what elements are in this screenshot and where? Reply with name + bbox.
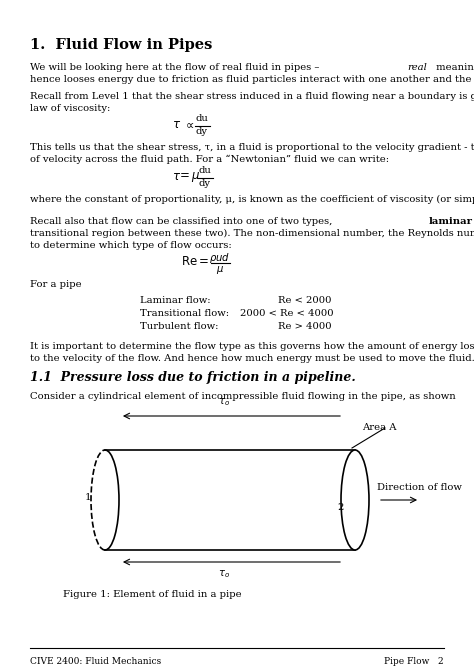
Text: $\tau$: $\tau$ <box>173 118 182 131</box>
Text: $\rho u d$: $\rho u d$ <box>210 251 230 265</box>
Text: Re < 2000: Re < 2000 <box>278 296 331 305</box>
Text: 1: 1 <box>85 492 91 502</box>
Text: We will be looking here at the flow of real fluid in pipes –: We will be looking here at the flow of r… <box>30 63 322 72</box>
Text: 1.1  Pressure loss due to friction in a pipeline.: 1.1 Pressure loss due to friction in a p… <box>30 371 356 384</box>
Text: to the velocity of the flow. And hence how much energy must be used to move the : to the velocity of the flow. And hence h… <box>30 354 474 363</box>
Text: $\mu$: $\mu$ <box>216 264 224 276</box>
Text: du: du <box>196 114 209 123</box>
Text: Laminar flow:: Laminar flow: <box>140 296 210 305</box>
Text: $\tau_o$: $\tau_o$ <box>218 396 230 408</box>
Text: law of viscosity:: law of viscosity: <box>30 104 110 113</box>
Text: dy: dy <box>199 179 211 188</box>
Text: It is important to determine the flow type as this governs how the amount of ene: It is important to determine the flow ty… <box>30 342 474 351</box>
Text: meaning a fluid that possesses viscosity: meaning a fluid that possesses viscosity <box>433 63 474 72</box>
Text: dy: dy <box>196 127 208 136</box>
Text: laminar: laminar <box>428 217 472 226</box>
Text: $\tau$: $\tau$ <box>173 170 182 183</box>
Text: of velocity across the fluid path. For a “Newtonian” fluid we can write:: of velocity across the fluid path. For a… <box>30 155 389 164</box>
Text: real: real <box>408 63 427 72</box>
Text: This tells us that the shear stress, τ, in a fluid is proportional to the veloci: This tells us that the shear stress, τ, … <box>30 143 474 152</box>
Text: Recall from Level 1 that the shear stress induced in a fluid flowing near a boun: Recall from Level 1 that the shear stres… <box>30 92 474 101</box>
Text: 2000 < Re < 4000: 2000 < Re < 4000 <box>240 309 334 318</box>
Text: hence looses energy due to friction as fluid particles interact with one another: hence looses energy due to friction as f… <box>30 75 474 84</box>
Text: $\tau_o$: $\tau_o$ <box>218 568 230 580</box>
Text: For a pipe: For a pipe <box>30 280 82 289</box>
Text: du: du <box>199 166 211 175</box>
Text: Recall also that flow can be classified into one of two types,: Recall also that flow can be classified … <box>30 217 338 226</box>
Text: Area A: Area A <box>362 423 396 432</box>
Text: Re > 4000: Re > 4000 <box>278 322 332 331</box>
Text: where the constant of proportionality, μ, is known as the coefficient of viscosi: where the constant of proportionality, μ… <box>30 195 474 204</box>
Text: transitional region between these two). The non-dimensional number, the Reynolds: transitional region between these two). … <box>30 229 474 238</box>
Text: 1.  Fluid Flow in Pipes: 1. Fluid Flow in Pipes <box>30 38 212 52</box>
Text: $\propto$: $\propto$ <box>183 118 195 131</box>
Text: CIVE 2400: Fluid Mechanics: CIVE 2400: Fluid Mechanics <box>30 657 161 666</box>
Text: Turbulent flow:: Turbulent flow: <box>140 322 219 331</box>
Text: Transitional flow:: Transitional flow: <box>140 309 229 318</box>
Ellipse shape <box>341 450 369 550</box>
Text: Direction of flow: Direction of flow <box>377 483 462 492</box>
Text: to determine which type of flow occurs:: to determine which type of flow occurs: <box>30 241 232 250</box>
Text: $\mathrm{Re} =$: $\mathrm{Re} =$ <box>181 255 209 268</box>
Text: Figure 1: Element of fluid in a pipe: Figure 1: Element of fluid in a pipe <box>63 590 241 599</box>
Text: Pipe Flow   2: Pipe Flow 2 <box>384 657 444 666</box>
Text: 2: 2 <box>338 503 344 513</box>
Text: Consider a cylindrical element of incompressible fluid flowing in the pipe, as s: Consider a cylindrical element of incomp… <box>30 392 456 401</box>
Text: $= \mu$: $= \mu$ <box>177 170 201 184</box>
